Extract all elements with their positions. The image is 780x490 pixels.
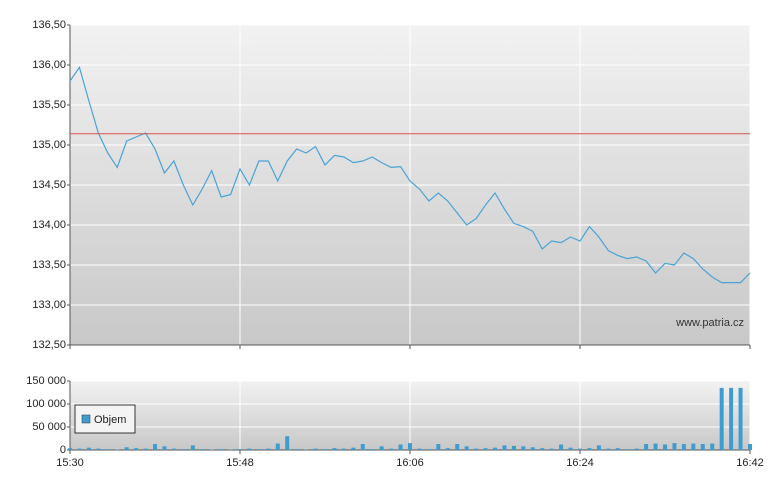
y-tick-label: 0 — [60, 444, 66, 456]
volume-bar — [653, 443, 658, 450]
volume-bar — [691, 443, 696, 450]
volume-bar — [587, 448, 592, 450]
y-tick-label: 136,50 — [32, 19, 66, 31]
y-tick-label: 133,00 — [32, 299, 66, 311]
volume-bar — [389, 448, 394, 450]
volume-bar — [256, 449, 261, 450]
volume-bar — [606, 448, 611, 450]
volume-bar — [719, 387, 724, 450]
x-tick-label: 16:42 — [736, 457, 764, 469]
volume-bar — [134, 448, 139, 450]
volume-bar — [143, 448, 148, 450]
y-tick-label: 132,50 — [32, 339, 66, 351]
volume-bar — [568, 447, 573, 450]
volume-bar — [86, 447, 91, 450]
volume-bar — [379, 446, 384, 450]
volume-bar — [323, 449, 327, 450]
price-line — [69, 66, 751, 284]
volume-bar — [502, 445, 507, 450]
y-tick-label: 150 000 — [26, 375, 66, 387]
volume-bar — [464, 446, 469, 450]
volume-bar — [644, 444, 649, 450]
volume-bar — [96, 448, 101, 450]
volume-bar — [700, 444, 705, 450]
volume-bar — [153, 444, 157, 450]
y-tick-label: 134,00 — [32, 219, 66, 231]
volume-bar — [247, 448, 252, 450]
volume-bar — [124, 447, 129, 450]
y-tick-label: 133,50 — [32, 259, 66, 271]
y-tick-label: 136,00 — [32, 59, 66, 71]
volume-bar — [370, 449, 375, 450]
volume-bar — [181, 449, 186, 450]
volume-bar — [77, 448, 82, 450]
volume-bar — [105, 449, 110, 450]
volume-bar — [596, 445, 601, 450]
volume-bar — [408, 443, 412, 450]
volume-bar — [332, 448, 337, 450]
volume-bar — [351, 447, 356, 450]
volume-bar — [672, 443, 677, 450]
volume-bar — [190, 445, 195, 450]
legend-label: Objem — [94, 414, 126, 426]
volume-bar — [748, 444, 752, 450]
volume-bar — [200, 449, 205, 450]
volume-bar — [578, 448, 582, 450]
volume-bar — [417, 448, 422, 450]
x-tick-label: 15:48 — [226, 457, 254, 469]
x-tick-label: 16:06 — [396, 457, 424, 469]
volume-bar — [455, 444, 460, 450]
volume-bar — [729, 387, 734, 450]
volume-bar — [530, 447, 535, 450]
y-tick-label: 134,50 — [32, 179, 66, 191]
y-tick-label: 135,50 — [32, 99, 66, 111]
volume-bar — [634, 448, 639, 450]
volume-bar — [493, 447, 497, 450]
volume-bar — [474, 448, 479, 450]
volume-bar — [521, 446, 526, 450]
volume-bar — [710, 443, 715, 450]
volume-bar — [540, 448, 545, 450]
volume-bar — [238, 449, 242, 450]
volume-bar — [294, 449, 299, 450]
volume-bar — [171, 448, 176, 450]
volume-bar — [738, 387, 743, 450]
volume-bar — [266, 448, 271, 450]
x-tick-label: 16:24 — [566, 457, 594, 469]
volume-bar — [219, 449, 224, 450]
volume-bar — [162, 446, 167, 450]
watermark: www.patria.cz — [675, 317, 744, 329]
volume-bar — [436, 444, 441, 450]
volume-bar — [615, 448, 620, 450]
y-tick-label: 50 000 — [32, 421, 66, 433]
volume-bar — [559, 444, 564, 450]
y-tick-label: 100 000 — [26, 398, 66, 410]
volume-bar — [663, 444, 667, 450]
volume-bar — [511, 445, 516, 450]
legend-swatch — [81, 414, 91, 424]
volume-bar — [549, 448, 554, 450]
volume-bar — [360, 444, 365, 450]
volume-bar — [275, 443, 280, 450]
volume-bar — [483, 448, 488, 450]
volume-bar — [426, 449, 431, 450]
volume-bar — [341, 448, 346, 450]
volume-bar — [681, 444, 686, 450]
volume-bar — [313, 448, 318, 450]
volume-bar — [625, 449, 630, 450]
y-tick-label: 135,00 — [32, 139, 66, 151]
volume-bar — [398, 444, 403, 450]
x-tick-label: 15:30 — [56, 457, 84, 469]
volume-bar — [445, 448, 450, 450]
volume-bar — [285, 436, 290, 450]
volume-bar — [68, 448, 72, 450]
